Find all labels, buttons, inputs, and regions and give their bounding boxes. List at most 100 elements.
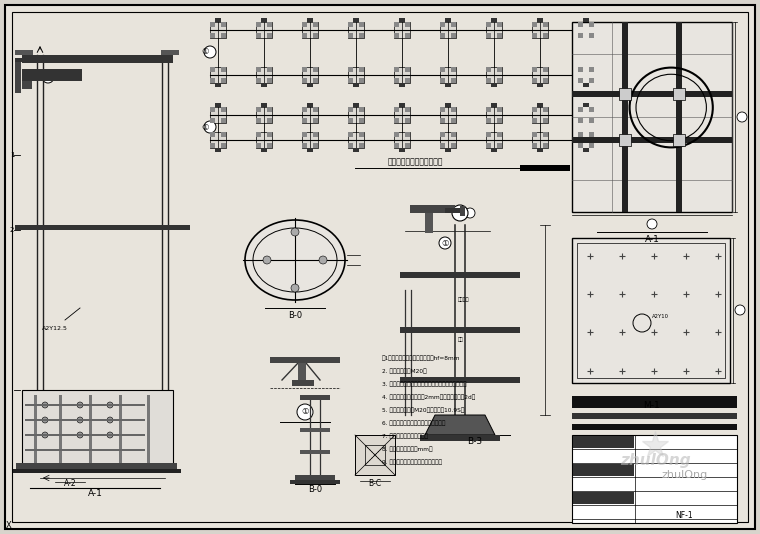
Bar — [394, 107, 399, 112]
Bar — [313, 67, 318, 72]
Bar — [497, 22, 502, 27]
Bar — [22, 69, 82, 81]
Circle shape — [291, 284, 299, 292]
Bar — [537, 83, 543, 87]
Bar — [486, 107, 502, 123]
Bar — [578, 107, 594, 123]
Bar — [676, 22, 682, 212]
Circle shape — [42, 71, 54, 83]
Bar — [256, 67, 261, 72]
Bar — [486, 67, 491, 72]
Bar — [451, 143, 456, 148]
Bar — [300, 450, 330, 454]
Circle shape — [77, 402, 83, 408]
Text: B-0: B-0 — [288, 310, 302, 319]
Bar — [210, 107, 215, 112]
Bar — [486, 132, 491, 137]
Bar — [440, 78, 445, 83]
Bar — [543, 132, 548, 137]
Text: 8. 图中尺寸单位均为mm。: 8. 图中尺寸单位均为mm。 — [382, 446, 432, 452]
Bar — [22, 390, 173, 470]
Bar — [583, 103, 589, 107]
Bar — [445, 83, 451, 87]
Circle shape — [735, 305, 745, 315]
Bar — [410, 205, 455, 213]
Bar — [313, 118, 318, 123]
Bar — [491, 103, 497, 107]
Bar — [59, 395, 62, 465]
Bar — [268, 22, 272, 27]
Bar — [573, 492, 634, 504]
Bar — [589, 118, 594, 123]
Bar — [486, 22, 502, 38]
Bar — [543, 118, 548, 123]
Bar — [348, 107, 364, 123]
Bar — [210, 22, 215, 27]
Bar — [302, 78, 307, 83]
Text: X: X — [6, 522, 12, 530]
Bar — [497, 132, 502, 137]
Bar — [210, 78, 215, 83]
Bar — [451, 67, 456, 72]
Bar — [22, 55, 173, 63]
Bar — [261, 148, 267, 152]
Text: 5. 高强螺栓摩擦型M20，性能等级10.9S。: 5. 高强螺栓摩擦型M20，性能等级10.9S。 — [382, 407, 464, 413]
Bar — [394, 67, 410, 83]
Bar — [313, 143, 318, 148]
Text: 6. 各节点处焊缝质量等级不低于二级。: 6. 各节点处焊缝质量等级不低于二级。 — [382, 420, 445, 426]
Circle shape — [599, 135, 609, 145]
Bar — [221, 78, 226, 83]
Bar — [486, 132, 502, 148]
Bar — [215, 103, 221, 107]
Bar — [348, 143, 353, 148]
Bar — [307, 83, 313, 87]
Bar — [359, 78, 364, 83]
Bar — [292, 380, 314, 386]
Bar — [497, 78, 502, 83]
Bar — [572, 396, 737, 408]
Bar — [578, 22, 583, 27]
Bar — [302, 132, 307, 137]
Bar — [256, 22, 261, 27]
Circle shape — [319, 256, 327, 264]
Bar — [543, 143, 548, 148]
Bar — [256, 118, 261, 123]
Bar — [261, 18, 267, 22]
Circle shape — [42, 417, 48, 423]
Bar — [302, 107, 318, 123]
Bar — [221, 22, 226, 27]
Bar — [161, 50, 179, 55]
Bar — [440, 107, 456, 123]
Bar — [573, 464, 634, 476]
Bar — [572, 91, 732, 97]
Bar — [348, 118, 353, 123]
Bar — [268, 78, 272, 83]
Circle shape — [263, 256, 271, 264]
Bar — [532, 107, 548, 123]
Bar — [537, 148, 543, 152]
Bar — [348, 67, 364, 83]
Bar — [405, 78, 410, 83]
Bar — [543, 33, 548, 38]
Bar — [147, 395, 150, 465]
Bar — [210, 22, 226, 38]
Text: B-0: B-0 — [308, 485, 322, 494]
Bar — [302, 33, 307, 38]
Text: M-1: M-1 — [643, 400, 660, 410]
Circle shape — [439, 237, 451, 249]
Bar — [405, 33, 410, 38]
Circle shape — [647, 219, 657, 229]
Bar — [451, 118, 456, 123]
Bar — [33, 395, 36, 465]
Bar — [307, 148, 313, 152]
Bar — [497, 67, 502, 72]
Bar — [543, 78, 548, 83]
Bar — [25, 449, 145, 451]
Bar — [673, 134, 686, 146]
Bar — [572, 137, 732, 143]
Bar — [520, 165, 570, 171]
Text: A2Y12.5: A2Y12.5 — [42, 326, 68, 331]
Bar — [537, 103, 543, 107]
Bar — [578, 67, 594, 83]
Bar — [268, 143, 272, 148]
